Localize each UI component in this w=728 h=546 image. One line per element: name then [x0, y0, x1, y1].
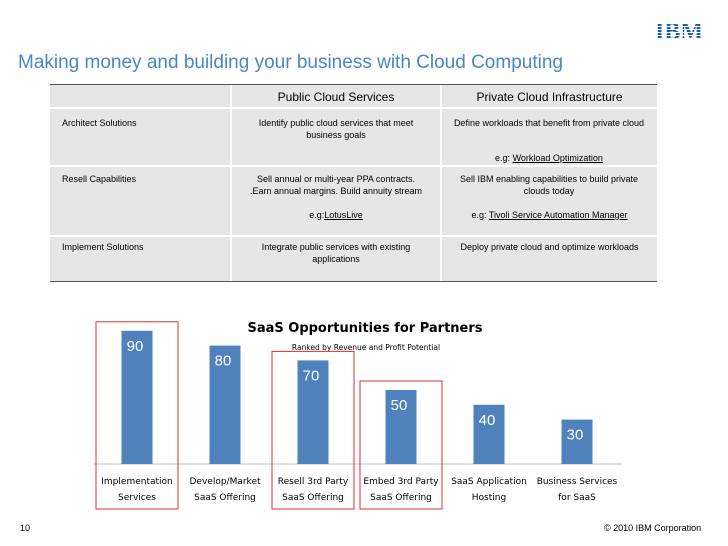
resell-private-cell: Sell IBM enabling capabilities to build …: [459, 174, 639, 196]
bar-5: [561, 419, 593, 464]
example-prefix: e.g:: [495, 153, 513, 163]
bar-2: [297, 360, 329, 464]
example-prefix: e.g:: [471, 210, 489, 220]
chart-subtitle: Ranked by Revenue and Profit Potential: [292, 343, 440, 352]
cloud-services-table: Public Cloud Services Private Cloud Infr…: [50, 84, 657, 282]
highlight-box-0: [95, 321, 179, 510]
column-header-private-cloud: Private Cloud Infrastructure: [476, 90, 623, 104]
saas-opportunities-chart: SaaS Opportunities for Partners Ranked b…: [94, 321, 622, 510]
resell-public-line2: .Earn annual margins. Build annuity stre…: [249, 186, 423, 196]
row-divider: [50, 235, 657, 237]
category-label-5-1: for SaaS: [558, 493, 596, 503]
page-title: Making money and building your business …: [18, 52, 563, 73]
ibm-logo-icon: IBM: [655, 19, 703, 42]
highlight-box-3: [359, 380, 443, 510]
category-label-4-0: SaaS Application: [451, 477, 527, 487]
architect-private-example: e.g: Workload Optimization: [450, 152, 648, 164]
example-prefix: e.g:: [309, 210, 325, 220]
chart-title: SaaS Opportunities for Partners: [247, 321, 482, 336]
resell-public-example: e.g:LotusLive: [232, 209, 440, 221]
tivoli-link[interactable]: Tivoli Service Automation Manager: [488, 210, 628, 220]
data-label-3: 50: [391, 397, 408, 414]
row-label-resell: Resell Capabilities: [62, 174, 137, 184]
data-label-4: 40: [479, 412, 496, 429]
implement-private-cell: Deploy private cloud and optimize worklo…: [460, 242, 639, 252]
row-divider: [50, 165, 657, 167]
highlight-box-2: [271, 350, 355, 510]
column-divider: [440, 85, 442, 281]
implement-public-cell: Integrate public services with existing …: [261, 242, 411, 264]
page-number: 10: [20, 523, 31, 533]
category-label-0-1: Services: [118, 493, 156, 503]
bar-3: [385, 390, 417, 464]
data-label-0: 90: [127, 338, 144, 355]
column-header-public-cloud: Public Cloud Services: [277, 90, 395, 104]
ibm-logo-text: IBM: [655, 19, 703, 42]
workload-optimization-link[interactable]: Workload Optimization: [512, 153, 603, 163]
row-divider: [50, 107, 657, 109]
architect-public-cell: Identify public cloud services that meet…: [258, 118, 414, 140]
data-label-1: 80: [215, 353, 232, 370]
resell-public-line1: Sell annual or multi-year PPA contracts.: [257, 174, 415, 184]
bar-0: [121, 330, 153, 464]
copyright: © 2010 IBM Corporation: [604, 523, 702, 533]
column-divider: [230, 85, 232, 281]
data-label-2: 70: [303, 367, 320, 384]
category-label-1-1: SaaS Offering: [194, 493, 256, 503]
data-label-5: 30: [567, 427, 584, 444]
category-label-0-0: Implementation: [101, 477, 172, 487]
category-label-1-0: Develop/Market: [189, 477, 260, 487]
row-label-architect: Architect Solutions: [62, 118, 137, 128]
category-label-3-0: Embed 3rd Party: [363, 477, 439, 487]
category-label-4-1: Hosting: [472, 493, 506, 503]
bar-4: [473, 404, 505, 464]
lotuslive-link[interactable]: LotusLive: [324, 210, 363, 220]
category-label-3-1: SaaS Offering: [370, 493, 432, 503]
category-label-2-1: SaaS Offering: [282, 493, 344, 503]
category-label-5-0: Business Services: [537, 477, 618, 487]
architect-private-cell: Define workloads that benefit from priva…: [453, 118, 645, 128]
bar-1: [209, 345, 241, 464]
category-label-2-0: Resell 3rd Party: [278, 477, 349, 487]
row-label-implement: Implement Solutions: [62, 242, 144, 252]
resell-private-example: e.g: Tivoli Service Automation Manager: [442, 209, 657, 221]
